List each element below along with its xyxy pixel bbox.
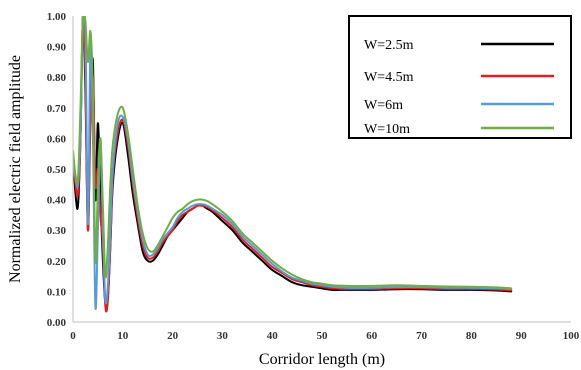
series-layer <box>73 16 513 313</box>
legend-label: W=2.5m <box>364 38 414 53</box>
x-tick-labels: 0 10 20 30 40 50 60 70 80 90 100 <box>70 330 580 342</box>
plot-area <box>73 16 513 313</box>
y-tick-label: 0.70 <box>47 103 67 115</box>
x-tick-label: 20 <box>167 330 179 342</box>
y-tick-labels: 0.00 0.10 0.20 0.30 0.40 0.50 0.60 0.70 0.80 0.90… <box>47 11 67 329</box>
x-tick-label: 70 <box>416 330 428 342</box>
x-tick-label: 90 <box>516 330 528 342</box>
x-tick-label: 40 <box>267 330 279 342</box>
x-axis-title: Corridor length (m) <box>259 351 385 368</box>
x-tick-label: 10 <box>117 330 129 342</box>
y-tick-label: 0.50 <box>47 164 67 176</box>
legend-label: W=10m <box>364 122 410 137</box>
y-tick-label: 0.30 <box>47 225 67 237</box>
series-line-w-10m <box>73 16 513 290</box>
x-tick-label: 60 <box>366 330 378 342</box>
y-tick-label: 0.80 <box>47 72 67 84</box>
y-tick-label: 0.90 <box>47 42 67 54</box>
y-tick-label: 0.10 <box>47 286 67 298</box>
y-tick-label: 0.40 <box>47 195 67 207</box>
y-tick-label: 1.00 <box>47 11 67 23</box>
y-axis-title: Normalized electric field amplitude <box>7 55 24 283</box>
x-tick-label: 50 <box>317 330 329 342</box>
legend: W=2.5m W=4.5m W=6m W=10m <box>348 15 572 139</box>
y-tick-label: 0.20 <box>47 256 67 268</box>
x-tick-label: 80 <box>466 330 478 342</box>
x-tick-label: 30 <box>217 330 229 342</box>
x-tick-label: 100 <box>563 330 580 342</box>
x-tick-label: 0 <box>70 330 76 342</box>
legend-label: W=4.5m <box>364 70 414 85</box>
y-tick-label: 0.00 <box>47 317 67 329</box>
y-tick-label: 0.60 <box>47 133 67 145</box>
legend-label: W=6m <box>364 98 403 113</box>
